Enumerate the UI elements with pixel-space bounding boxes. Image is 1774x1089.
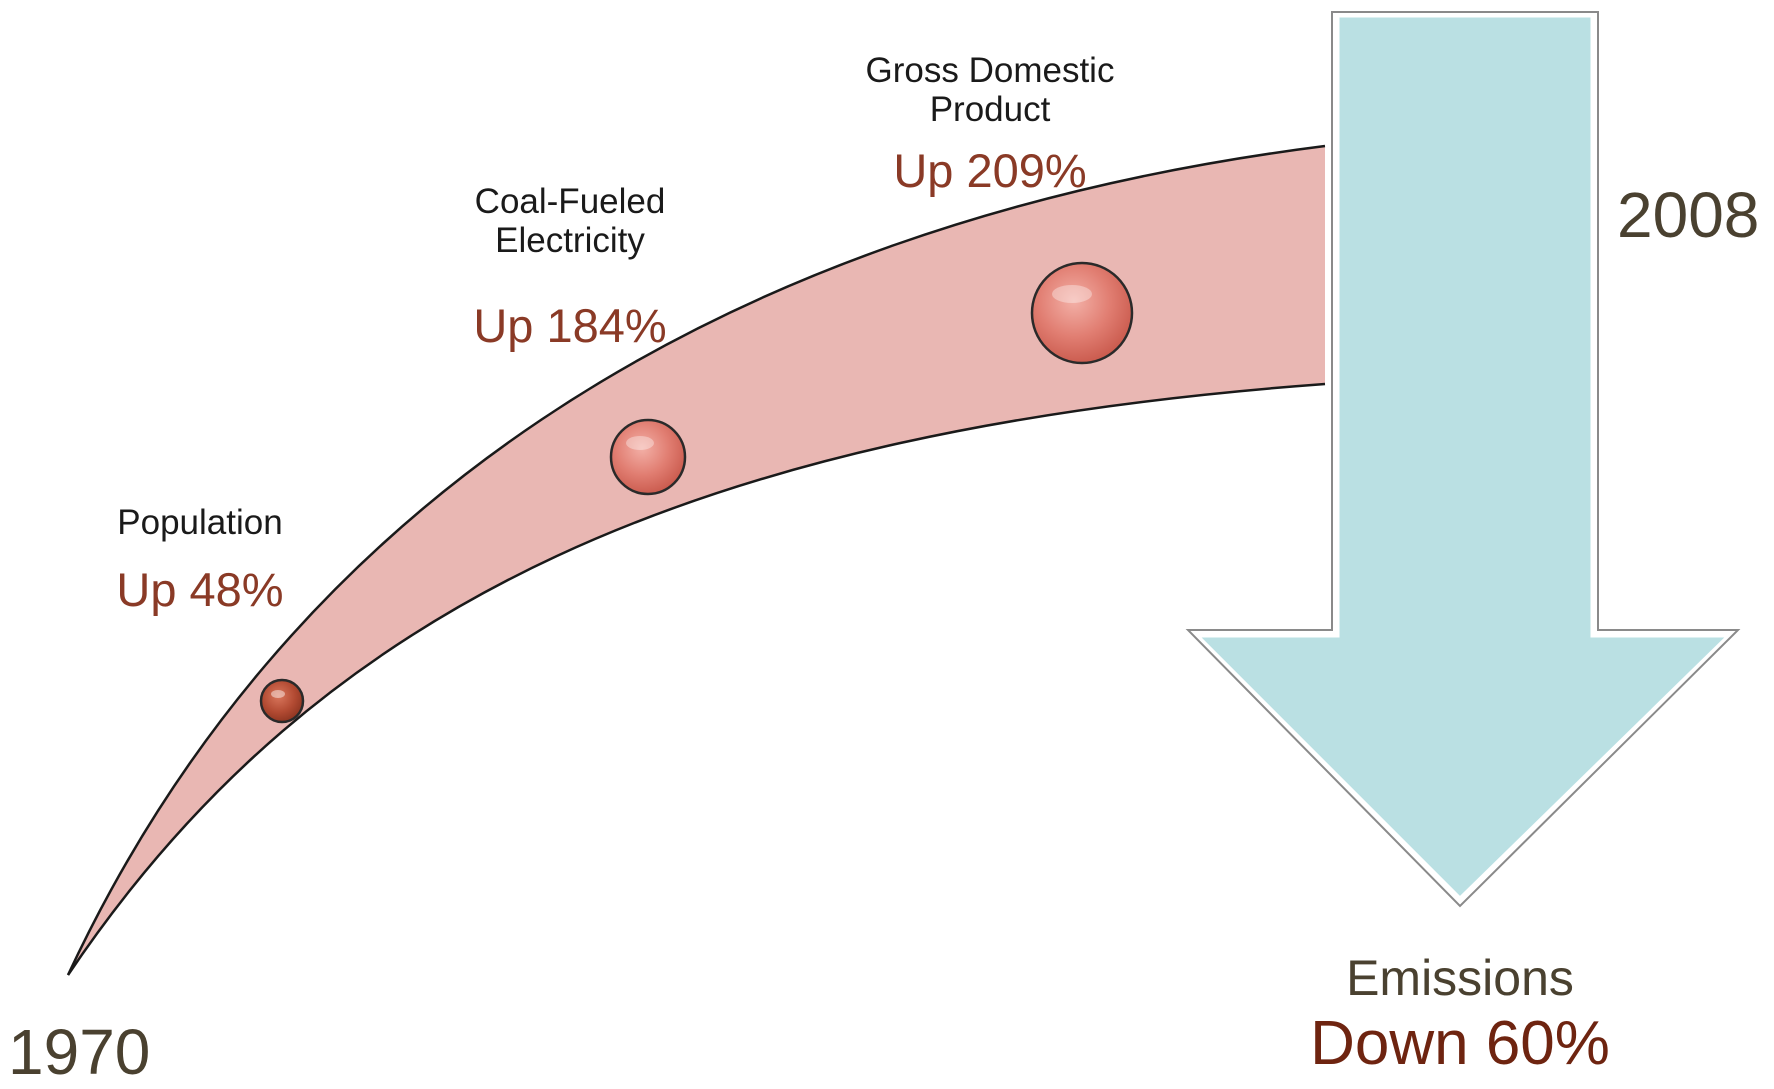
start-year-label: 1970 (8, 1016, 151, 1088)
emissions-change: Down 60% (1310, 1009, 1610, 1078)
coal-electricity-label-line2: Electricity (495, 221, 645, 260)
gdp-change: Up 209% (893, 144, 1087, 197)
growth-band-upper-edge (66, 144, 1326, 976)
growth-band (68, 146, 1325, 975)
emissions-label: Emissions (1346, 950, 1574, 1006)
coal-electricity-change: Up 184% (473, 299, 667, 352)
end-year-label: 2008 (1617, 179, 1760, 251)
gdp-bubble (1030, 261, 1134, 365)
growth-band-lower-edge (66, 382, 1326, 976)
gdp-label-line1: Gross Domestic (865, 51, 1115, 90)
coal-electricity-bubble (609, 418, 687, 496)
population-label: Population (117, 503, 283, 542)
population-change: Up 48% (116, 563, 284, 616)
emissions-down-arrow (1185, 11, 1741, 908)
gdp-label-line2: Product (929, 90, 1051, 129)
coal-electricity-label-line1: Coal-Fueled (474, 182, 666, 221)
population-bubble (259, 678, 305, 724)
